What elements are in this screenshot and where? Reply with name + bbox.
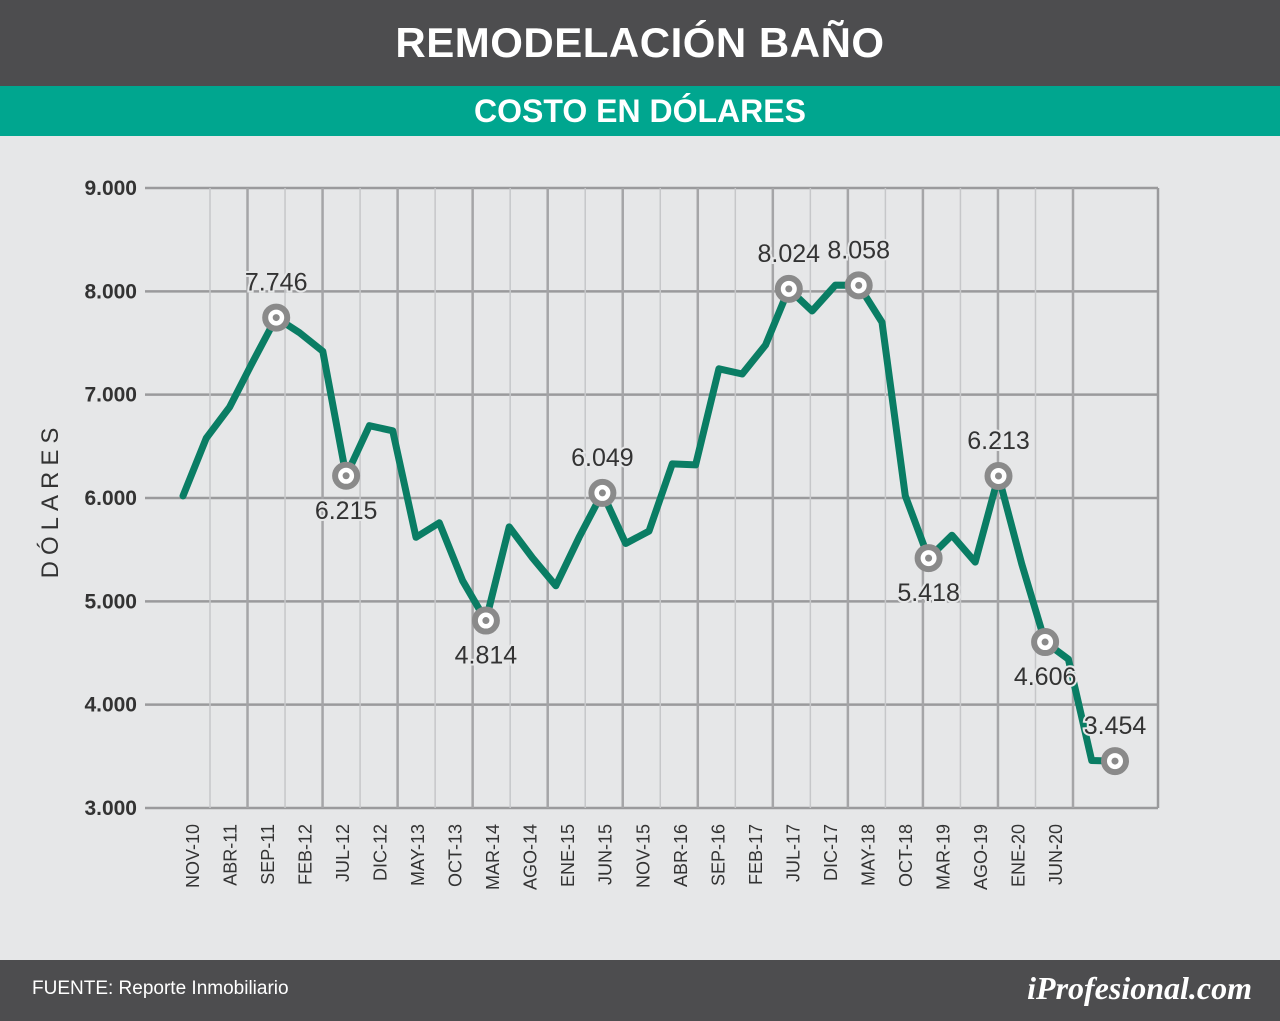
data-point-marker-center [272, 314, 280, 322]
data-label: 6.213 [967, 427, 1030, 455]
y-tick-label: 3.000 [84, 797, 137, 820]
data-point-marker-center [995, 472, 1002, 480]
chart-area: 3.000 4.000 5.000 6.000 7.000 8.000 9.000 NOV-1… [0, 136, 1280, 960]
y-tick-label: 9.000 [84, 177, 137, 200]
x-tick-label: JUL-12 [333, 824, 353, 882]
x-tick-label: DIC-17 [821, 824, 841, 881]
data-label: 8.058 [827, 236, 890, 264]
data-label: 8.024 [758, 240, 821, 268]
data-point-marker-center [925, 554, 933, 562]
y-axis-label: DÓLARES [37, 422, 64, 579]
data-point-marker-center [482, 617, 490, 625]
x-tick-label: AGO-14 [521, 824, 541, 890]
x-tick-label: MAR-19 [933, 824, 953, 890]
footer-bar: FUENTE: Reporte Inmobiliario iProfesiona… [0, 960, 1280, 1021]
y-tick-label: 4.000 [84, 694, 137, 717]
x-tick-label: MAY-13 [408, 824, 428, 886]
brand-logo: iProfesional.com [1027, 970, 1252, 1006]
x-tick-label: MAR-14 [483, 824, 503, 890]
x-tick-label: MAY-18 [858, 824, 878, 886]
data-point-marker-center [855, 281, 863, 289]
subtitle-bar: COSTO EN DÓLARES [0, 86, 1280, 136]
x-tick-label: NOV-15 [633, 824, 653, 888]
data-label: 4.606 [1014, 663, 1077, 691]
x-tick-label: SEP-11 [258, 824, 278, 885]
x-tick-label: OCT-13 [446, 824, 466, 887]
source-note: FUENTE: Reporte Inmobiliario [32, 978, 289, 999]
data-label: 7.746 [245, 269, 308, 297]
data-label: 4.814 [455, 642, 518, 670]
page-title: REMODELACIÓN BAÑO [395, 19, 885, 66]
data-point-marker-center [1111, 757, 1119, 765]
x-tick-label: ABR-16 [671, 824, 691, 887]
data-label: 6.049 [571, 444, 634, 472]
y-tick-label: 5.000 [84, 590, 137, 613]
x-tick-label: ENE-20 [1008, 824, 1028, 887]
page-subtitle: COSTO EN DÓLARES [474, 92, 806, 129]
x-tick-label: FEB-17 [746, 824, 766, 885]
series-line [179, 281, 1119, 765]
data-label: 3.454 [1084, 712, 1147, 740]
y-tick-label: 6.000 [84, 487, 137, 510]
x-tick-label: JUL-17 [783, 824, 803, 882]
data-point-marker-center [598, 489, 606, 497]
x-tick-label: SEP-16 [708, 824, 728, 886]
x-tick-label: FEB-12 [296, 824, 316, 885]
x-tick-label: AGO-19 [971, 824, 991, 890]
data-label: 6.215 [315, 497, 378, 525]
y-tick-label: 7.000 [84, 384, 137, 407]
y-tick-label: 8.000 [84, 280, 137, 303]
line-chart: 3.000 4.000 5.000 6.000 7.000 8.000 9.000 NOV-1… [37, 177, 1160, 890]
x-tick-label: DIC-12 [371, 824, 391, 881]
x-tick-label: JUN-20 [1046, 824, 1066, 885]
data-point-marker-center [1041, 638, 1049, 646]
x-tick-label: JUN-15 [596, 824, 616, 885]
x-tick-label: ABR-11 [221, 824, 241, 886]
data-point-marker-center [342, 472, 350, 480]
x-tick-label: NOV-10 [183, 824, 203, 888]
data-point-marker-center [785, 285, 793, 293]
x-tick-label: ENE-15 [558, 824, 578, 887]
x-tick-label: OCT-18 [896, 824, 916, 887]
title-bar: REMODELACIÓN BAÑO [0, 0, 1280, 86]
data-label: 5.418 [897, 579, 960, 607]
